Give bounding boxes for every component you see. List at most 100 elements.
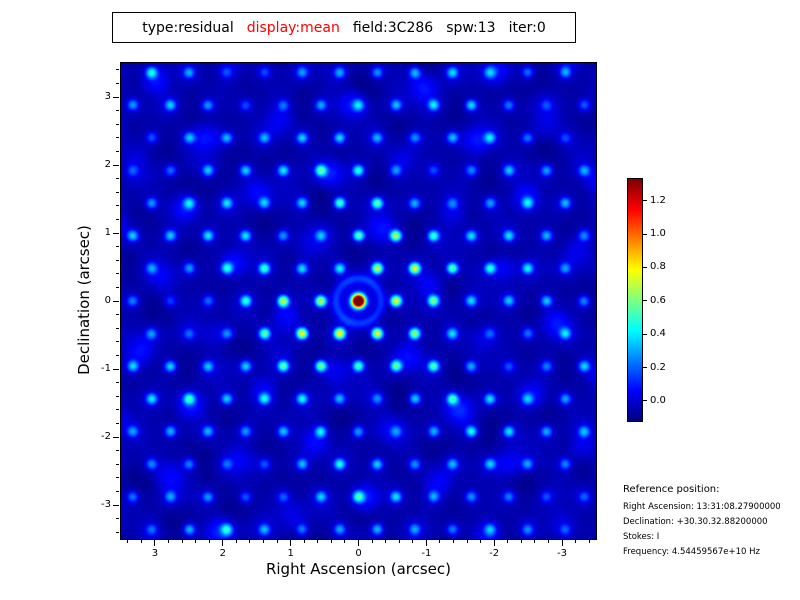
- x-tick-mark: [561, 540, 563, 546]
- y-minor-tick: [116, 69, 119, 71]
- x-minor-tick: [466, 540, 468, 543]
- y-minor-tick: [116, 259, 119, 261]
- x-tick-label: -1: [421, 548, 432, 559]
- y-minor-tick: [116, 450, 119, 452]
- x-tick-mark: [222, 540, 224, 546]
- reference-lines: Right Ascension: 13:31:08.27900000 Declin…: [623, 502, 795, 557]
- x-minor-tick: [235, 540, 237, 543]
- x-minor-tick: [480, 540, 482, 543]
- title-segment: display:mean: [246, 19, 340, 36]
- title-segment: type:residual: [142, 19, 234, 36]
- y-minor-tick: [116, 354, 119, 356]
- colorbar-tick-mark: [643, 200, 647, 202]
- x-minor-tick: [195, 540, 197, 543]
- colorbar-tick-mark: [643, 233, 647, 235]
- y-tick-label: 0: [104, 295, 111, 306]
- y-tick-label: 2: [104, 159, 111, 170]
- y-tick-mark: [113, 504, 119, 506]
- colorbar-tick-mark: [643, 266, 647, 268]
- colorbar-tick-label: 1.2: [650, 194, 666, 206]
- heatmap-image[interactable]: [121, 63, 596, 539]
- colorbar-tick-mark: [643, 400, 647, 402]
- colorbar-tick-mark: [643, 333, 647, 335]
- plot-area[interactable]: [120, 62, 597, 540]
- colorbar-tick-label: 1.0: [650, 228, 666, 240]
- x-minor-tick: [534, 540, 536, 543]
- x-minor-tick: [208, 540, 210, 543]
- y-minor-tick: [116, 314, 119, 316]
- x-minor-tick: [439, 540, 441, 543]
- x-minor-tick: [181, 540, 183, 543]
- x-minor-tick: [548, 540, 549, 543]
- y-tick-mark: [113, 164, 119, 166]
- x-minor-tick: [507, 540, 509, 543]
- y-minor-tick: [116, 178, 119, 180]
- colorbar-tick-mark: [643, 300, 647, 302]
- y-minor-tick: [116, 327, 119, 329]
- y-minor-tick: [116, 123, 119, 125]
- y-minor-tick: [116, 191, 119, 193]
- y-minor-tick: [116, 518, 119, 520]
- x-minor-tick: [317, 540, 319, 543]
- y-minor-tick: [116, 463, 119, 465]
- reference-line: Stokes: I: [623, 532, 660, 542]
- y-tick-mark: [113, 300, 119, 302]
- y-tick-label: -3: [101, 499, 111, 510]
- y-tick-mark: [113, 436, 119, 438]
- y-tick-mark: [113, 368, 119, 370]
- y-tick-label: 1: [104, 227, 111, 238]
- x-tick-label: -2: [489, 548, 500, 559]
- x-minor-tick: [249, 540, 251, 543]
- y-minor-tick: [116, 218, 119, 220]
- y-tick-mark: [113, 96, 119, 98]
- y-minor-tick: [116, 273, 119, 275]
- y-minor-tick: [116, 205, 119, 207]
- reference-heading: Reference position:: [623, 484, 720, 495]
- y-tick-label: -1: [101, 363, 111, 374]
- x-axis-label: Right Ascension (arcsec): [265, 560, 452, 578]
- y-minor-tick: [116, 150, 119, 152]
- y-minor-tick: [116, 409, 119, 411]
- x-minor-tick: [398, 540, 400, 543]
- x-minor-tick: [276, 540, 278, 543]
- x-minor-tick: [588, 540, 590, 543]
- reference-position: Reference position: Right Ascension: 13:…: [623, 484, 795, 557]
- colorbar-tick-label: 0.0: [650, 394, 666, 406]
- colorbar-tick-label: 0.8: [650, 261, 666, 273]
- x-minor-tick: [412, 540, 414, 543]
- colorbar-gradient: [628, 179, 642, 421]
- x-minor-tick: [330, 540, 332, 543]
- x-tick-mark: [493, 540, 495, 546]
- x-minor-tick: [140, 540, 142, 543]
- x-tick-label: 3: [151, 548, 159, 559]
- y-minor-tick: [116, 286, 119, 288]
- x-minor-tick: [127, 540, 129, 543]
- x-minor-tick: [344, 540, 346, 543]
- title-segment: spw:13: [446, 19, 496, 36]
- y-minor-tick: [116, 382, 119, 384]
- y-minor-tick: [116, 110, 119, 112]
- title-bar: type:residual display:mean field:3C286 spw:…: [112, 12, 576, 43]
- y-tick-label: 3: [104, 91, 111, 102]
- reference-line: Declination: +30.30.32.88200000: [623, 517, 768, 527]
- colorbar: [627, 178, 643, 422]
- x-minor-tick: [385, 540, 387, 543]
- x-minor-tick: [168, 540, 169, 543]
- y-minor-tick: [116, 82, 119, 84]
- y-minor-tick: [116, 341, 119, 343]
- x-minor-tick: [303, 540, 305, 543]
- y-tick-label: -2: [101, 431, 111, 442]
- x-minor-tick: [575, 540, 577, 543]
- y-minor-tick: [116, 137, 119, 139]
- x-tick-mark: [358, 540, 359, 546]
- y-minor-tick: [116, 422, 119, 424]
- x-tick-mark: [290, 540, 292, 546]
- colorbar-tick-label: 0.2: [650, 361, 666, 373]
- colorbar-tick-label: 0.4: [650, 328, 666, 340]
- y-minor-tick: [116, 395, 119, 397]
- x-minor-tick: [263, 540, 264, 543]
- title-segment: field:3C286: [352, 19, 434, 36]
- x-tick-label: 1: [287, 548, 294, 559]
- title-segment: iter:0: [508, 19, 546, 36]
- x-minor-tick: [453, 540, 454, 543]
